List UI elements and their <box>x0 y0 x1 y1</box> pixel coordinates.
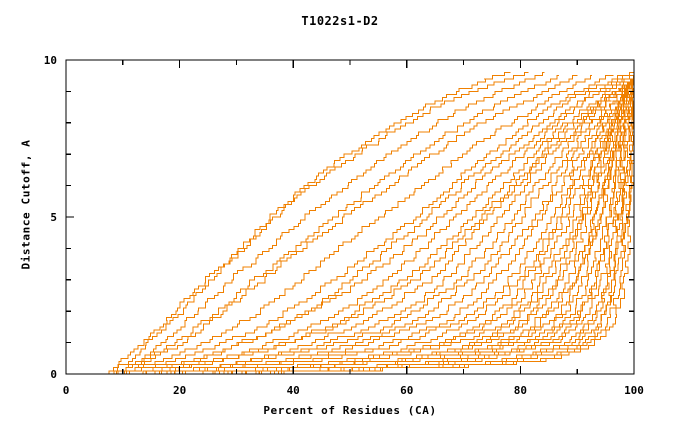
x-tick-label: 80 <box>514 384 527 397</box>
series-line <box>145 75 635 375</box>
data-series-layer <box>105 72 635 375</box>
x-tick-label: 0 <box>63 384 70 397</box>
x-axis-label: Percent of Residues (CA) <box>263 404 437 417</box>
series-line <box>191 78 635 375</box>
series-line <box>117 72 545 375</box>
series-line <box>117 75 593 375</box>
y-tick-label: 0 <box>50 368 57 381</box>
series-line <box>139 75 634 375</box>
series-line <box>162 78 634 375</box>
series-line <box>122 75 614 375</box>
x-tick-label: 60 <box>400 384 413 397</box>
series-line <box>105 72 511 375</box>
series-line <box>156 78 634 375</box>
series-line <box>151 78 634 375</box>
series-line <box>151 78 634 375</box>
tick-label-layer: 0 20 40 60 80 100 0 5 10 <box>44 54 644 397</box>
series-line <box>202 78 635 375</box>
series-line <box>134 78 634 375</box>
x-tick-label: 20 <box>173 384 186 397</box>
series-line <box>122 75 578 375</box>
series-line <box>134 75 624 375</box>
y-tick-label: 5 <box>50 211 57 224</box>
series-line <box>162 78 635 375</box>
x-tick-label: 40 <box>287 384 300 397</box>
series-line <box>111 75 560 375</box>
series-line <box>156 78 634 375</box>
axis-layer <box>65 59 635 375</box>
series-line <box>145 78 634 375</box>
series-line <box>208 78 635 375</box>
chart-title: T1022s1-D2 <box>301 14 379 28</box>
y-tick-label: 10 <box>44 54 57 67</box>
series-line <box>111 72 529 375</box>
x-tick-label: 100 <box>624 384 644 397</box>
series-line <box>128 72 634 375</box>
series-line <box>168 78 634 375</box>
